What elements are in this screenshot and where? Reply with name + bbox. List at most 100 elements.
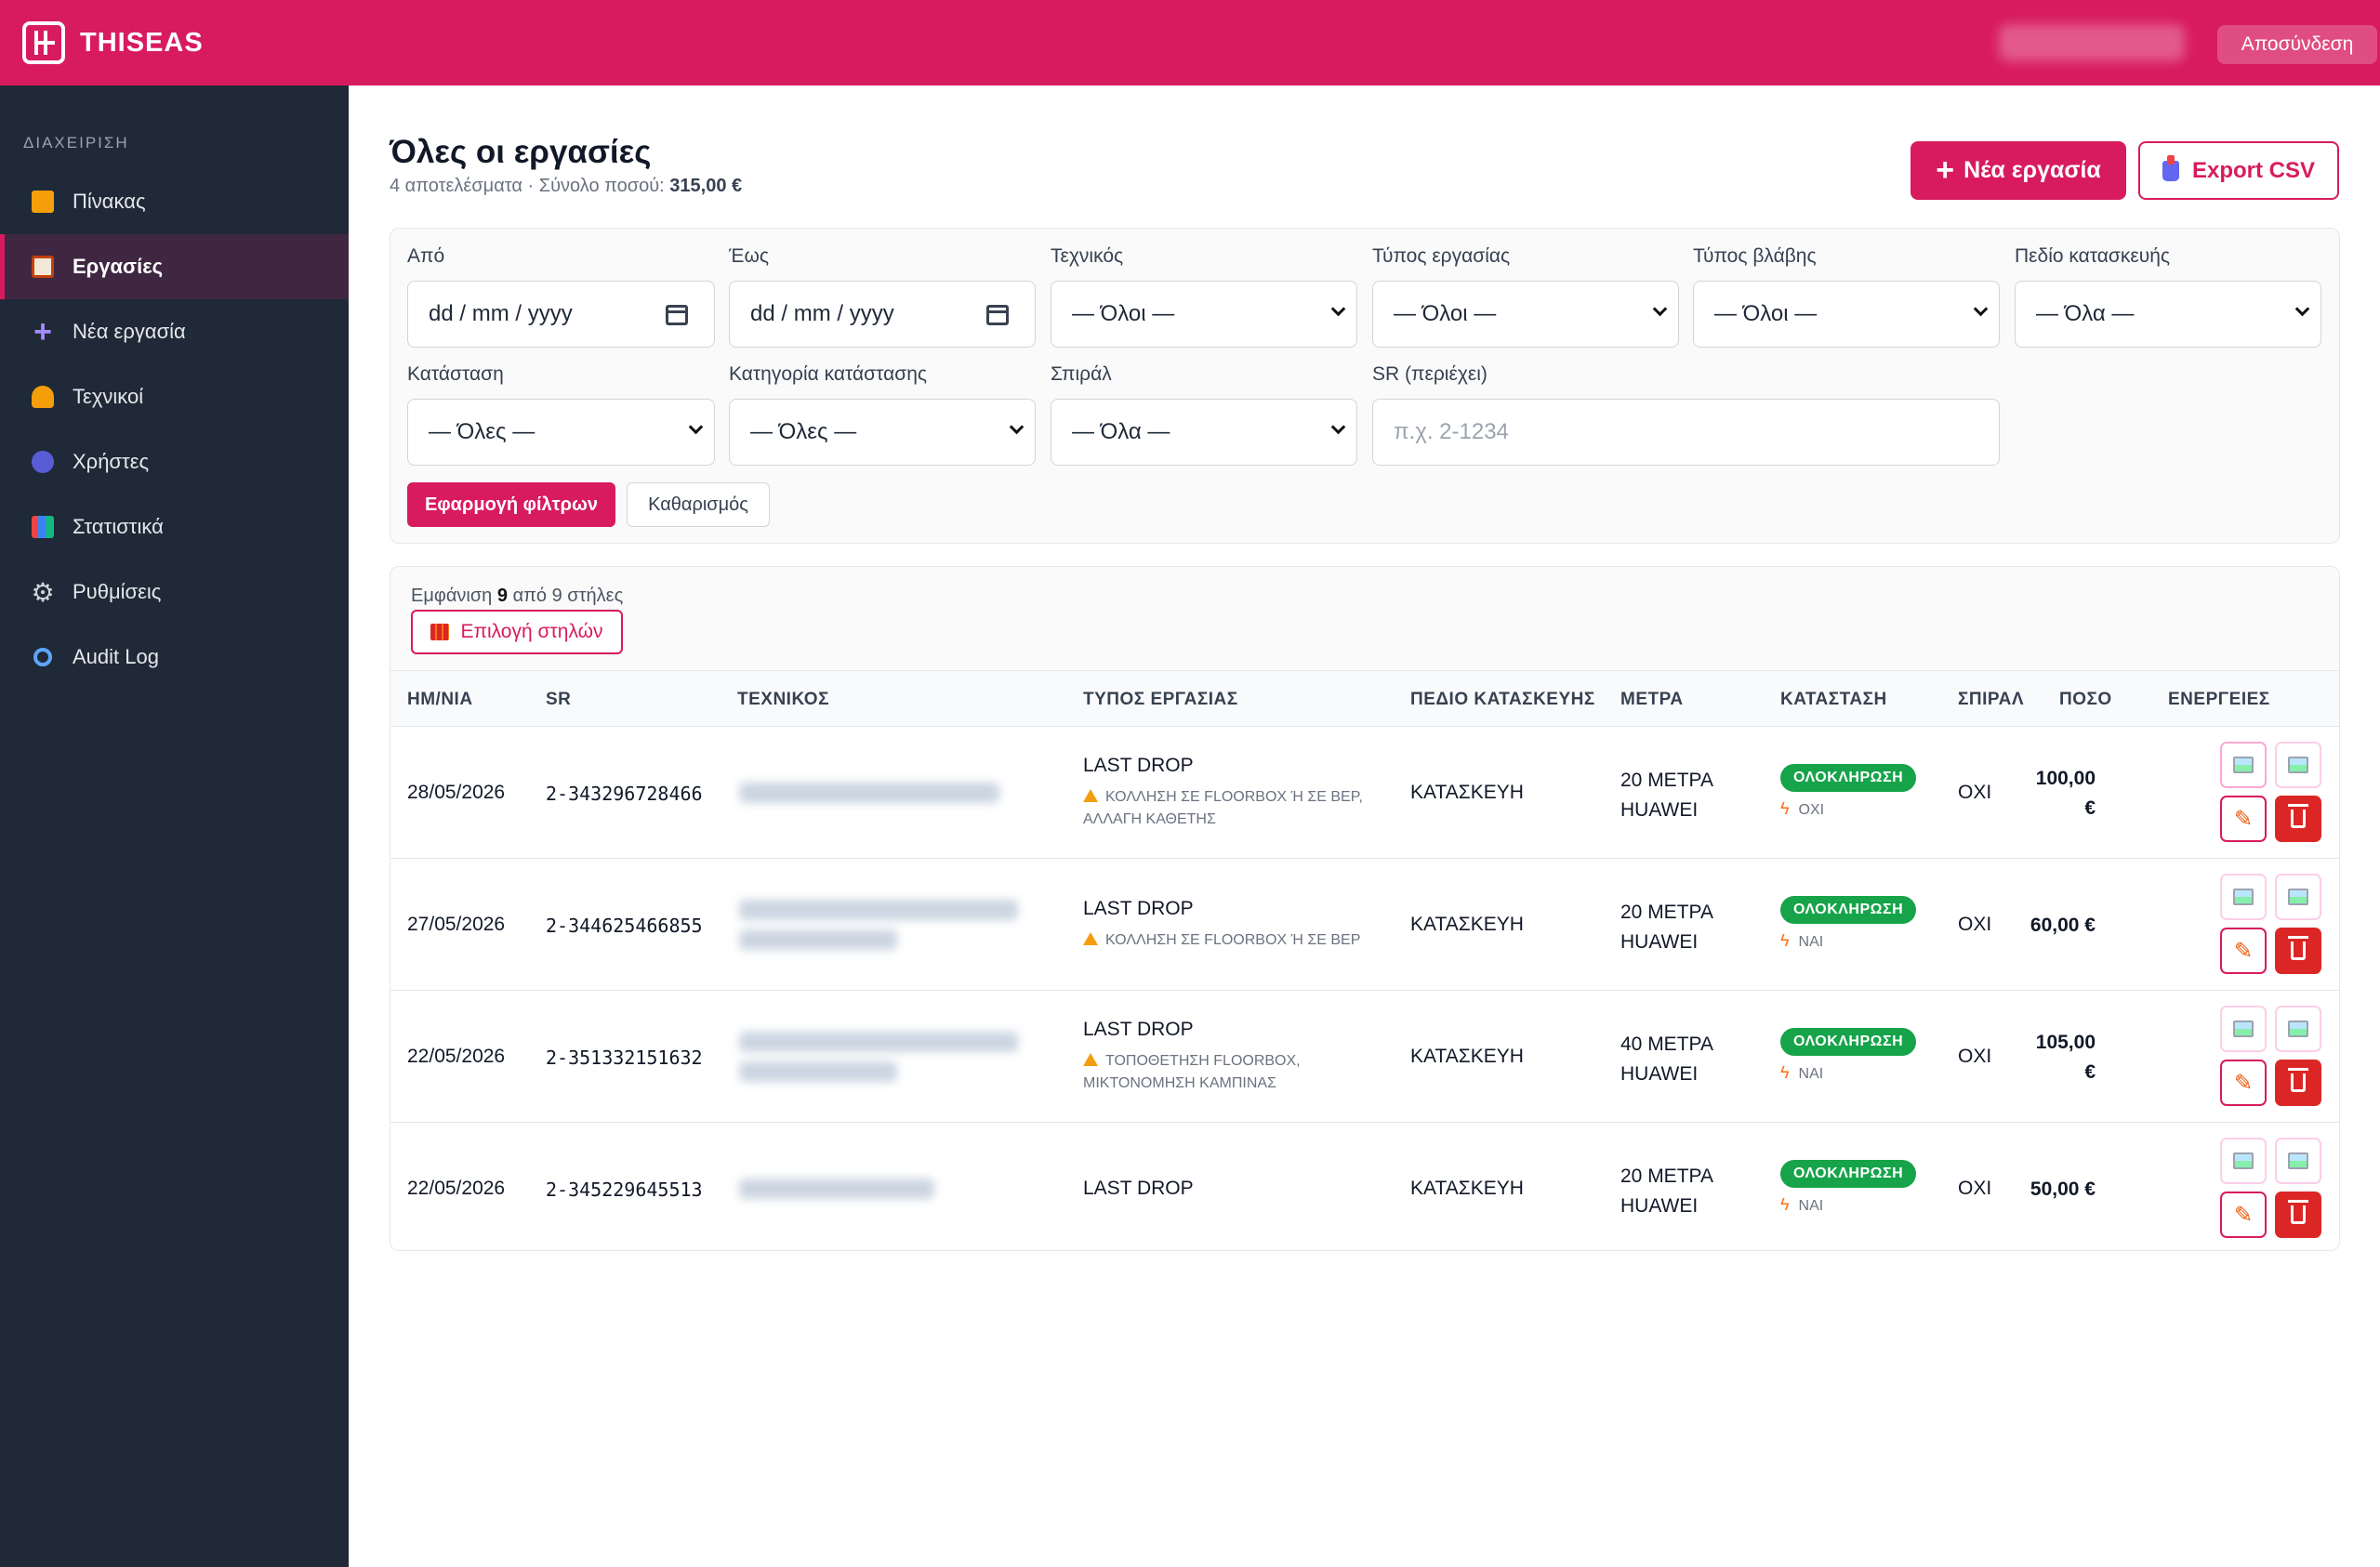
- sidebar-item-statistics[interactable]: Στατιστικά: [0, 494, 349, 560]
- calendar-icon[interactable]: [986, 305, 1009, 325]
- delete-button[interactable]: [2275, 1060, 2321, 1106]
- view-photo-button[interactable]: [2220, 874, 2267, 920]
- view-photo-button[interactable]: [2275, 742, 2321, 788]
- table-row[interactable]: 27/05/2026 2-344625466855 LAST DROP ΚΟΛΛ…: [390, 859, 2339, 991]
- delete-button[interactable]: [2275, 796, 2321, 842]
- brand-name: THISEAS: [80, 27, 204, 58]
- table-header: ΗΜ/ΝΙΑ SR ΤΕΧΝΙΚΟΣ ΤΥΠΟΣ ΕΡΓΑΣΙΑΣ ΠΕΔΙΟ …: [390, 671, 2339, 727]
- sidebar-item-technicians[interactable]: Τεχνικοί: [0, 364, 349, 429]
- sr-cell: 2-343296728466: [546, 783, 703, 805]
- fault-type-select[interactable]: — Όλοι —: [1693, 281, 2000, 348]
- column-header-field[interactable]: ΠΕΔΙΟ ΚΑΤΑΣΚΕΥΗΣ: [1410, 690, 1595, 709]
- view-photo-button[interactable]: [2275, 1138, 2321, 1184]
- warning-icon: [1083, 789, 1098, 802]
- status-category-select[interactable]: — Όλες —: [729, 399, 1036, 466]
- meters-cell: 20 ΜΕΤΡΑ HUAWEI: [1620, 898, 1713, 957]
- fault-text: ΚΟΛΛΗΣΗ ΣΕ FLOORBOX Ή ΣΕ BEP: [1105, 932, 1361, 948]
- logout-button[interactable]: Αποσύνδεση: [2217, 25, 2377, 64]
- results-summary: 4 αποτελέσματα · Σύνολο ποσού:: [390, 176, 665, 196]
- new-job-button[interactable]: + Νέα εργασία: [1911, 141, 2126, 200]
- sidebar-item-label: Νέα εργασία: [73, 320, 186, 343]
- calendar-icon[interactable]: [666, 305, 688, 325]
- vendor-value: HUAWEI: [1620, 1063, 1699, 1085]
- vendor-value: HUAWEI: [1620, 799, 1699, 821]
- sr-label: SR (περιέχει): [1372, 363, 1488, 385]
- amount-value: 50,00 €: [2030, 1179, 2096, 1200]
- column-header-work-type[interactable]: ΤΥΠΟΣ ΕΡΓΑΣΙΑΣ: [1083, 690, 1238, 709]
- pencil-icon: ✎: [2233, 1202, 2254, 1228]
- columns-icon: [430, 624, 450, 640]
- from-date-input[interactable]: dd / mm / yyyy: [407, 281, 715, 348]
- sr-search-input[interactable]: π.χ. 2-1234: [1372, 399, 2000, 466]
- status-cell: ΟΛΟΚΛΗΡΩΣΗ ϟ ΝΑΙ: [1780, 896, 1917, 951]
- status-sub: ϟ ΝΑΙ: [1780, 1195, 1916, 1215]
- work-type-cell: LAST DROP: [1083, 1178, 1381, 1200]
- spiral-select[interactable]: — Όλα —: [1051, 399, 1357, 466]
- column-header-sr[interactable]: SR: [546, 690, 572, 709]
- status-badge: ΟΛΟΚΛΗΡΩΣΗ: [1780, 1028, 1917, 1056]
- filter-panel: Από dd / mm / yyyy Έως dd / mm / yyyy Τε…: [390, 228, 2340, 544]
- status-select[interactable]: — Όλες —: [407, 399, 715, 466]
- view-photo-button[interactable]: [2220, 1006, 2267, 1052]
- user-name-blurred: [1999, 24, 2185, 61]
- new-job-label: Νέα εργασία: [1964, 157, 2101, 183]
- view-photo-button[interactable]: [2220, 742, 2267, 788]
- amount-cell: 60,00 €: [2008, 911, 2096, 941]
- brand-logo[interactable]: THISEAS: [22, 21, 204, 64]
- edit-button[interactable]: ✎: [2220, 1192, 2267, 1238]
- columns-info-prefix: Εμφάνιση: [411, 586, 493, 606]
- technician-select[interactable]: — Όλοι —: [1051, 281, 1357, 348]
- page-subtitle: 4 αποτελέσματα · Σύνολο ποσού: 315,00 €: [390, 176, 742, 197]
- table-row[interactable]: 22/05/2026 2-345229645513 LAST DROP ΚΑΤΑ…: [390, 1123, 2339, 1250]
- field-cell: ΚΑΤΑΣΚΕΥΗ: [1410, 782, 1524, 803]
- work-type-select[interactable]: — Όλοι —: [1372, 281, 1679, 348]
- column-header-technician[interactable]: ΤΕΧΝΙΚΟΣ: [737, 690, 829, 709]
- trash-icon: [2288, 1068, 2308, 1092]
- table-row[interactable]: 28/05/2026 2-343296728466 LAST DROP ΚΟΛΛ…: [390, 727, 2339, 859]
- spiral-cell: ΟΧΙ: [1958, 914, 1992, 935]
- column-header-date[interactable]: ΗΜ/ΝΙΑ: [407, 690, 473, 709]
- to-date-input[interactable]: dd / mm / yyyy: [729, 281, 1036, 348]
- delete-button[interactable]: [2275, 928, 2321, 974]
- clear-filters-button[interactable]: Καθαρισμός: [627, 482, 770, 527]
- image-icon: [2233, 1152, 2254, 1169]
- column-header-spiral[interactable]: ΣΠΙΡΑΛ: [1958, 690, 2025, 709]
- sidebar-item-users[interactable]: Χρήστες: [0, 429, 349, 494]
- users-icon: [32, 451, 54, 473]
- warning-icon: [1083, 932, 1098, 945]
- column-header-amount[interactable]: ΠΟΣΟ: [2059, 690, 2112, 709]
- field-cell: ΚΑΤΑΣΚΕΥΗ: [1410, 1046, 1524, 1067]
- choose-columns-button[interactable]: Επιλογή στηλών: [411, 610, 623, 654]
- technician-blurred: [739, 783, 999, 803]
- column-header-status[interactable]: ΚΑΤΑΣΤΑΣΗ: [1780, 690, 1887, 709]
- column-header-meters[interactable]: ΜΕΤΡΑ: [1620, 690, 1684, 709]
- edit-button[interactable]: ✎: [2220, 1060, 2267, 1106]
- house-icon: [32, 191, 54, 213]
- technician-blurred: [739, 1179, 934, 1199]
- bolt-icon: ϟ: [1780, 1195, 1790, 1214]
- sidebar-item-new-job[interactable]: + Νέα εργασία: [0, 299, 349, 364]
- sidebar-item-jobs[interactable]: Εργασίες: [0, 234, 349, 299]
- sidebar-item-dashboard[interactable]: Πίνακας: [0, 169, 349, 234]
- sidebar-item-settings[interactable]: ⚙ Ρυθμίσεις: [0, 560, 349, 625]
- columns-info-suffix: από 9 στήλες: [512, 586, 624, 606]
- table-row[interactable]: 22/05/2026 2-351332151632 LAST DROP ΤΟΠΟ…: [390, 991, 2339, 1123]
- page-title: Όλες οι εργασίες: [390, 134, 652, 170]
- logo-icon: [22, 21, 65, 64]
- status-sub: ϟ ΝΑΙ: [1780, 931, 1916, 951]
- field-select[interactable]: — Όλα —: [2015, 281, 2321, 348]
- apply-filters-button[interactable]: Εφαρμογή φίλτρων: [407, 482, 615, 527]
- view-photo-button[interactable]: [2275, 1006, 2321, 1052]
- delete-button[interactable]: [2275, 1192, 2321, 1238]
- edit-button[interactable]: ✎: [2220, 796, 2267, 842]
- sidebar-item-audit-log[interactable]: Audit Log: [0, 625, 349, 690]
- status-category-value: — Όλες —: [750, 419, 857, 444]
- export-csv-button[interactable]: Export CSV: [2138, 141, 2339, 200]
- view-photo-button[interactable]: [2275, 874, 2321, 920]
- view-photo-button[interactable]: [2220, 1138, 2267, 1184]
- columns-shown-count: 9: [496, 586, 508, 606]
- image-icon: [2233, 1021, 2254, 1037]
- work-type-cell: LAST DROP ΚΟΛΛΗΣΗ ΣΕ FLOORBOX Ή ΣΕ BEP, …: [1083, 755, 1381, 831]
- chevron-down-icon: [688, 419, 704, 435]
- edit-button[interactable]: ✎: [2220, 928, 2267, 974]
